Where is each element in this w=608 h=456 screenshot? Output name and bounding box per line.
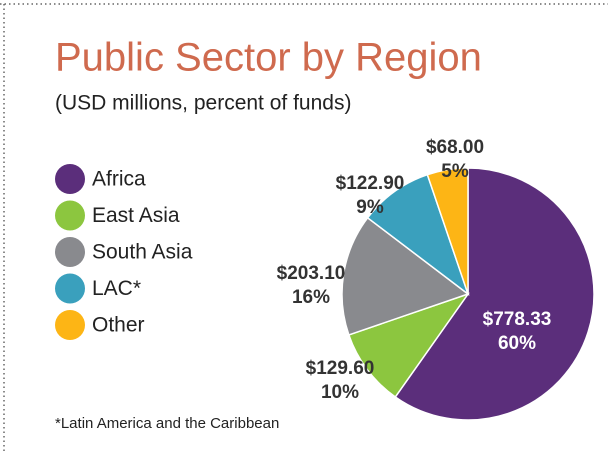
value-label: $122.90 (336, 173, 405, 194)
legend-swatch (55, 164, 85, 194)
value-label: $778.33 (483, 309, 552, 330)
legend-swatch (55, 200, 85, 231)
legend-label: Other (92, 314, 145, 337)
chart-subtitle: (USD millions, percent of funds) (55, 92, 351, 115)
legend-label: Africa (92, 168, 146, 191)
percent-label: 10% (321, 382, 359, 403)
percent-label: 5% (441, 161, 469, 182)
legend-swatch (55, 310, 85, 340)
percent-label: 9% (356, 197, 384, 218)
chart-title: Public Sector by Region (55, 36, 482, 80)
footnote: *Latin America and the Caribbean (55, 415, 279, 432)
legend-label: East Asia (92, 204, 180, 227)
legend-swatch (55, 237, 85, 267)
value-label: $68.00 (426, 137, 484, 158)
pie-slice (426, 167, 469, 295)
percent-label: 60% (498, 333, 536, 354)
pie-slice (347, 292, 470, 398)
legend-swatch (55, 273, 85, 304)
legend-label: LAC* (92, 277, 141, 300)
pie-slice (341, 216, 470, 336)
pie-slice (394, 167, 595, 421)
value-label: $129.60 (306, 358, 375, 379)
percent-label: 16% (292, 287, 330, 308)
legend-label: South Asia (92, 241, 193, 264)
value-label: $203.10 (277, 263, 346, 284)
